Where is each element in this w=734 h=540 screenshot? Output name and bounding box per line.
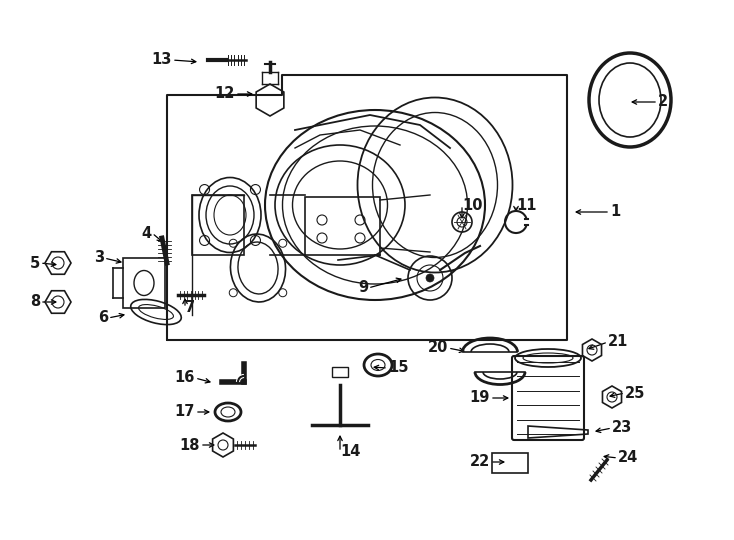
Text: 20: 20 <box>428 341 448 355</box>
Circle shape <box>426 274 434 282</box>
Text: 7: 7 <box>185 300 195 315</box>
Text: 23: 23 <box>612 421 632 435</box>
Text: 14: 14 <box>340 444 360 460</box>
Text: 5: 5 <box>30 255 40 271</box>
Text: 10: 10 <box>462 198 482 213</box>
Text: 8: 8 <box>30 294 40 309</box>
Text: 3: 3 <box>94 251 104 266</box>
Text: 19: 19 <box>470 390 490 406</box>
Text: 17: 17 <box>175 404 195 420</box>
Text: 1: 1 <box>610 205 620 219</box>
Text: 9: 9 <box>358 280 368 295</box>
Text: 18: 18 <box>180 437 200 453</box>
Text: 13: 13 <box>152 52 172 68</box>
Text: 4: 4 <box>142 226 152 240</box>
Text: 11: 11 <box>516 198 537 213</box>
Text: 22: 22 <box>470 455 490 469</box>
Text: 16: 16 <box>175 370 195 386</box>
Text: 2: 2 <box>658 94 668 110</box>
Text: 12: 12 <box>214 86 235 102</box>
Text: 15: 15 <box>388 361 409 375</box>
Text: 21: 21 <box>608 334 628 349</box>
Text: 25: 25 <box>625 386 645 401</box>
Text: 6: 6 <box>98 310 108 326</box>
Text: 24: 24 <box>618 450 639 465</box>
